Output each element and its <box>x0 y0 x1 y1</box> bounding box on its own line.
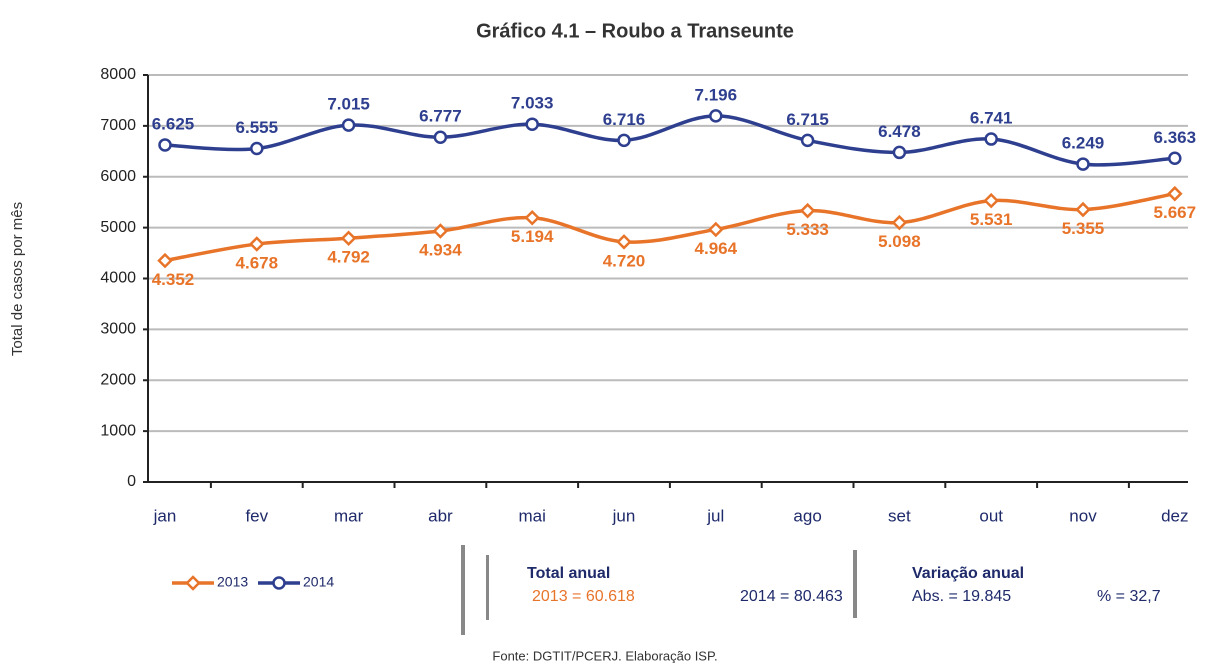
point <box>891 214 908 231</box>
point <box>892 145 907 160</box>
x-tick-label: abr <box>428 506 453 525</box>
point <box>250 141 264 156</box>
point <box>709 109 723 123</box>
data-label: 5.194 <box>511 227 554 246</box>
y-tick-label: 0 <box>127 473 136 490</box>
point <box>158 138 172 152</box>
y-tick-label: 2000 <box>100 371 136 388</box>
x-tick-label: mai <box>518 506 545 525</box>
point <box>157 252 173 269</box>
summary-value: % = 32,7 <box>1097 588 1161 605</box>
y-tick-label: 8000 <box>100 66 136 83</box>
legend-label: 2014 <box>303 574 334 590</box>
point <box>1168 151 1182 166</box>
point <box>341 118 356 132</box>
x-tick-label: ago <box>793 506 821 525</box>
data-label: 4.352 <box>152 270 195 289</box>
point <box>340 230 357 246</box>
x-tick-label: dez <box>1161 506 1188 525</box>
point <box>617 133 631 148</box>
data-label: 7.015 <box>327 95 370 114</box>
summary-title: Total anual <box>527 565 610 582</box>
data-label: 4.964 <box>695 239 738 258</box>
data-label: 6.249 <box>1062 134 1105 153</box>
data-label: 5.667 <box>1154 203 1197 222</box>
x-tick-label: jan <box>153 506 177 525</box>
separator <box>461 545 465 635</box>
point <box>800 133 815 148</box>
x-tick-label: set <box>888 506 911 525</box>
data-label: 4.720 <box>603 251 646 270</box>
x-tick-label: mar <box>334 506 364 525</box>
source: Fonte: DGTIT/PCERJ. Elaboração ISP. <box>492 648 717 663</box>
data-label: 6.478 <box>878 122 921 141</box>
point <box>983 192 999 209</box>
line <box>164 114 1175 167</box>
data-label: 7.196 <box>695 85 738 104</box>
data-label: 6.715 <box>786 110 829 129</box>
x-tick-label: fev <box>245 506 268 525</box>
y-tick-label: 1000 <box>100 422 136 439</box>
x-tick-label: jul <box>706 506 724 525</box>
data-label: 4.792 <box>327 248 370 267</box>
point <box>1075 201 1091 218</box>
point <box>432 223 449 239</box>
data-label: 5.098 <box>878 232 921 251</box>
summary-value: 2014 = 80.463 <box>740 588 843 605</box>
point <box>524 209 540 226</box>
x-tick-label: nov <box>1069 506 1097 525</box>
point <box>984 132 998 146</box>
point <box>799 202 816 219</box>
legend-label: 2013 <box>217 574 248 590</box>
data-label: 6.741 <box>970 109 1013 128</box>
point <box>708 221 724 238</box>
data-label: 6.363 <box>1154 128 1197 147</box>
data-label: 4.678 <box>236 253 279 272</box>
legend-marker <box>185 575 201 591</box>
summary-value: Abs. = 19.845 <box>912 588 1011 605</box>
y-tick-label: 6000 <box>100 168 136 185</box>
y-tick-label: 5000 <box>100 219 136 236</box>
data-label: 4.934 <box>419 240 462 259</box>
x-tick-label: out <box>979 506 1003 525</box>
data-label: 5.333 <box>786 220 829 239</box>
separator <box>486 555 489 620</box>
x-tick-label: jun <box>612 506 636 525</box>
data-label: 5.531 <box>970 210 1013 229</box>
separator <box>853 550 857 618</box>
y-tick-label: 3000 <box>100 321 136 338</box>
chart-title: Gráfico 4.1 – Roubo a Transeunte <box>476 20 794 42</box>
data-label: 6.555 <box>236 118 279 137</box>
point <box>433 130 448 144</box>
data-label: 6.625 <box>152 114 195 133</box>
data-label: 6.716 <box>603 110 646 129</box>
data-label: 5.355 <box>1062 219 1105 238</box>
point <box>249 236 265 252</box>
data-label: 6.777 <box>419 107 462 126</box>
summary-value: 2013 = 60.618 <box>532 588 635 605</box>
point <box>525 117 539 131</box>
point <box>1167 185 1183 202</box>
point <box>616 234 632 250</box>
y-axis-label: Total de casos por mês <box>9 202 26 356</box>
data-label: 7.033 <box>511 94 554 113</box>
line <box>164 191 1176 263</box>
y-tick-label: 4000 <box>100 270 136 287</box>
summary-title: Variação anual <box>912 565 1024 582</box>
legend-marker <box>272 576 286 590</box>
y-tick-label: 7000 <box>100 117 136 134</box>
point <box>1076 157 1090 171</box>
